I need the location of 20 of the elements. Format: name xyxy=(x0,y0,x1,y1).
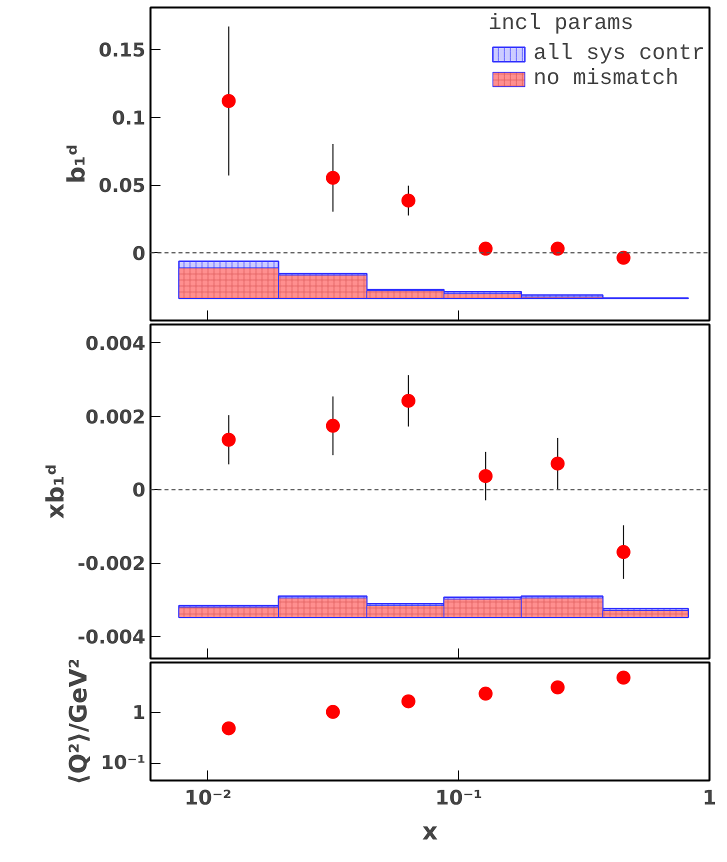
y-axis-title: xb₁ᵈ xyxy=(42,464,70,519)
legend-title: incl params xyxy=(488,11,635,36)
y-tick-label: 0.1 xyxy=(112,107,146,130)
y-axis-title: b₁ᵈ xyxy=(62,144,91,184)
x-tick-label: 10⁻¹ xyxy=(435,786,482,810)
y-tick-label: 0.15 xyxy=(98,40,146,62)
y-tick-label: 0 xyxy=(132,480,146,502)
y-tick-label: 0 xyxy=(132,242,146,265)
x-tick-label: 10⁻² xyxy=(184,786,232,810)
y-tick-label: 0.05 xyxy=(98,175,146,197)
y-tick-label: 0.002 xyxy=(85,406,146,428)
y-tick-label: 0.004 xyxy=(85,332,146,355)
y-tick-label: 10⁻¹ xyxy=(100,752,146,774)
legend-label: all sys contr xyxy=(533,41,705,66)
x-axis-title: x xyxy=(422,818,438,846)
y-tick-label: 1 xyxy=(132,702,146,724)
x-tick-label: 1 xyxy=(702,786,716,810)
y-tick-label: -0.004 xyxy=(78,626,146,648)
legend-label: no mismatch xyxy=(533,66,679,91)
y-tick-label: -0.002 xyxy=(78,553,146,576)
